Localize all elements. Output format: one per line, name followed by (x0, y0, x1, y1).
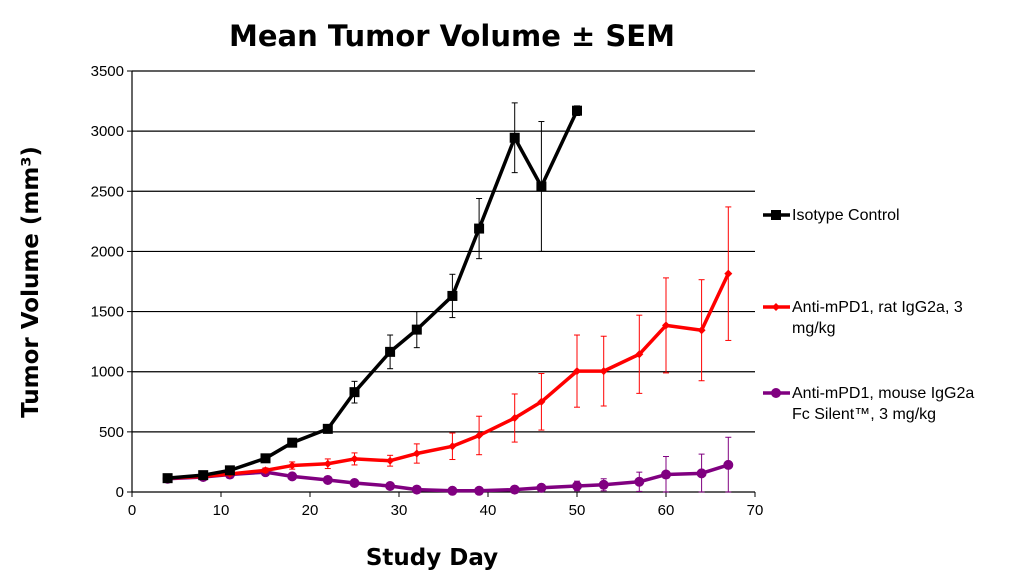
data-point (322, 474, 333, 485)
data-point (198, 470, 209, 481)
data-point (350, 454, 359, 463)
data-point (598, 479, 609, 490)
data-point (385, 480, 396, 491)
data-point (537, 397, 546, 406)
data-point (162, 473, 173, 484)
data-point (386, 456, 395, 465)
data-point (510, 414, 519, 423)
y-tick-label: 1500 (91, 304, 124, 321)
data-point (287, 471, 298, 482)
data-point (448, 442, 457, 451)
data-point (509, 484, 520, 495)
data-point (475, 431, 484, 440)
y-tick-label: 3000 (91, 123, 124, 140)
data-point (412, 449, 421, 458)
data-point (572, 480, 582, 491)
data-point (724, 269, 733, 278)
legend-label: Fc Silent™, 3 mg/kg (792, 406, 936, 423)
x-tick-label: 20 (302, 502, 319, 519)
data-point (224, 465, 235, 476)
data-point (696, 468, 707, 479)
data-point (723, 459, 734, 470)
x-tick-label: 30 (391, 502, 408, 519)
x-tick-label: 0 (128, 502, 136, 519)
data-point (447, 485, 458, 496)
x-tick-label: 10 (213, 502, 230, 519)
data-point (661, 469, 671, 480)
data-point (599, 367, 608, 376)
y-tick-label: 3500 (91, 63, 124, 80)
legend-label: Anti-mPD1, rat IgG2a, 3 (792, 299, 963, 316)
data-point (287, 437, 298, 448)
x-tick-label: 60 (658, 502, 675, 519)
data-point (447, 290, 458, 301)
legend-marker (772, 303, 780, 311)
chart-title: Mean Tumor Volume ± SEM (229, 19, 675, 53)
data-point (349, 477, 360, 488)
data-point (697, 326, 706, 335)
series-anti-mpd1-rat-igg2a-3-mg-kg (163, 206, 733, 483)
data-point (385, 346, 396, 357)
data-point (662, 321, 670, 330)
x-axis-label: Study Day (366, 545, 498, 571)
data-point (411, 484, 422, 495)
y-tick-label: 2500 (91, 183, 124, 200)
data-point (573, 367, 581, 376)
data-point (288, 461, 297, 470)
series-line (167, 463, 729, 493)
legend-marker (771, 210, 781, 220)
series-line (167, 109, 579, 480)
x-tick-label: 50 (569, 502, 586, 519)
data-point (323, 459, 332, 468)
data-point (536, 482, 547, 493)
series-line (167, 272, 730, 480)
x-tick-label: 70 (747, 502, 764, 519)
data-point (261, 466, 270, 475)
y-tick-label: 0 (116, 484, 124, 501)
data-point (572, 105, 582, 116)
legend-label: Anti-mPD1, mouse IgG2a (792, 385, 974, 402)
data-point (474, 485, 485, 496)
data-point (509, 132, 520, 143)
y-tick-label: 1000 (91, 364, 124, 381)
data-point (260, 453, 271, 464)
data-point (474, 223, 485, 234)
y-tick-label: 2000 (91, 243, 124, 260)
legend-label: Isotype Control (792, 207, 900, 224)
legend-marker (771, 388, 781, 398)
x-tick-label: 40 (480, 502, 497, 519)
y-axis-label: Tumor Volume (mm³) (18, 146, 44, 418)
data-point (635, 350, 644, 359)
data-point (411, 324, 422, 335)
data-point (634, 476, 645, 487)
y-tick-label: 500 (99, 424, 124, 441)
data-point (349, 387, 360, 398)
data-point (536, 181, 547, 192)
series-isotype-control (162, 102, 582, 484)
data-point (322, 423, 333, 434)
legend-label: mg/kg (792, 320, 836, 337)
